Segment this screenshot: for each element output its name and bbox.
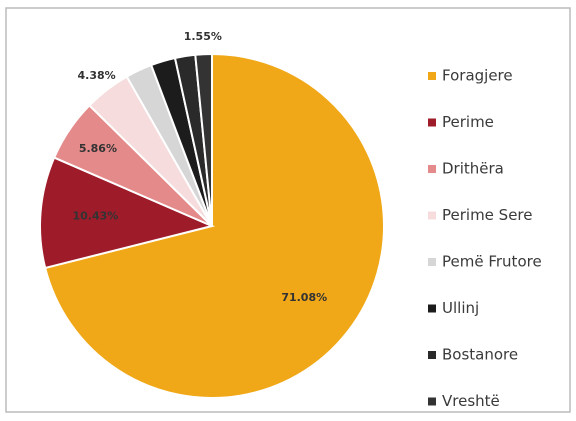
legend-swatch (428, 118, 436, 127)
legend-label: Pemë Frutore (442, 253, 542, 271)
pie-slice (43, 52, 385, 399)
legend-label: Bostanore (442, 346, 518, 364)
legend-label: Perime (442, 113, 494, 131)
pie-slice (194, 52, 213, 227)
legend-swatch (428, 211, 436, 220)
legend-label: Vreshtë (442, 392, 500, 410)
legend-label: Ullinj (442, 299, 479, 317)
data-label: 71.08% (281, 291, 327, 304)
data-label: 5.86% (79, 142, 117, 155)
legend-swatch (428, 165, 436, 173)
legend-swatch (428, 351, 436, 359)
data-label: 1.55% (184, 30, 222, 43)
legend-label: Foragjere (442, 67, 513, 85)
legend-label: Drithëra (442, 160, 504, 178)
legend-swatch (428, 397, 436, 406)
legend-swatch (428, 304, 436, 313)
legend-label: Perime Sere (442, 206, 533, 224)
data-label: 4.38% (78, 69, 116, 82)
legend-swatch (428, 72, 436, 80)
pie-slice (39, 156, 216, 270)
data-label: 10.43% (73, 209, 119, 222)
legend-swatch (428, 258, 436, 266)
